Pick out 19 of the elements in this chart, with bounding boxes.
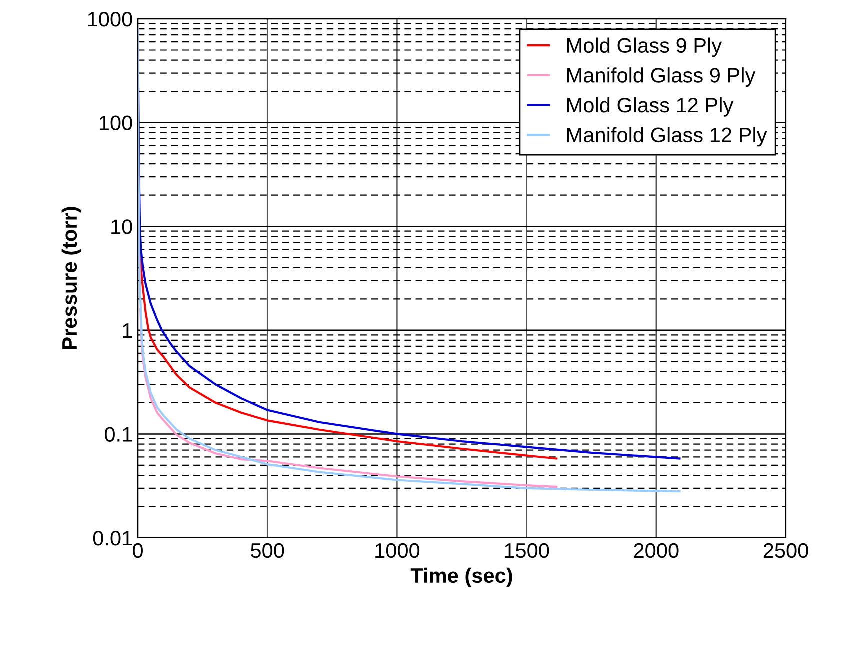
x-tick-label: 500 [251,543,284,558]
x-tick-label: 1000 [376,543,420,558]
legend-label: Manifold Glass 12 Ply [567,127,768,147]
y-tick-label: 0.1 [104,427,132,442]
y-tick-label: 10 [112,220,132,234]
y-tick-label: 0.01 [93,531,132,546]
x-axis-title: Time (sec) [410,568,512,588]
x-tick-label: 1500 [505,543,550,558]
y-tick-label: 1 [123,324,132,338]
x-tick-label: 2000 [634,543,679,558]
y-tick-label: 100 [100,116,132,131]
line-series [140,308,558,488]
y-axis-title: Pressure (torr) [62,207,82,350]
legend-label: Mold Glass 9 Ply [567,38,722,58]
legend-label: Manifold Glass 9 Ply [567,68,756,88]
y-tick-label: 1000 [88,12,132,27]
legend-label: Mold Glass 12 Ply [567,97,734,117]
x-tick-label: 2500 [764,543,808,558]
x-tick-label: 0 [133,543,143,558]
